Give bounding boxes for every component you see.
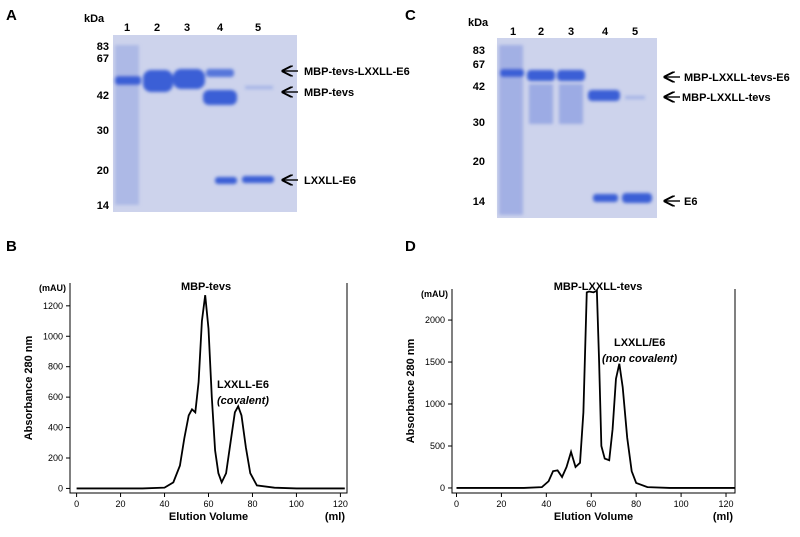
y-axis-unit: (mAU) bbox=[39, 283, 66, 293]
y-tick-label: 1000 bbox=[43, 331, 63, 341]
lane: 2 bbox=[538, 26, 544, 38]
unit: kDa bbox=[84, 13, 105, 25]
bands bbox=[115, 45, 274, 205]
marker: 83 bbox=[473, 45, 485, 57]
y-axis-label: Absorbance 280 nm bbox=[23, 336, 35, 441]
x-axis-unit: (ml) bbox=[325, 511, 346, 523]
panel-label: A bbox=[6, 7, 17, 24]
x-axis-label: Elution Volume bbox=[554, 511, 633, 523]
lane: 3 bbox=[184, 22, 190, 34]
marker: 83 bbox=[97, 41, 109, 53]
trace bbox=[76, 295, 345, 490]
unit: kDa bbox=[468, 17, 489, 29]
gel bbox=[497, 38, 657, 218]
marker: 20 bbox=[473, 156, 485, 168]
x-tick-label: 20 bbox=[116, 499, 126, 509]
x-tick-label: 100 bbox=[674, 499, 689, 509]
gel-a: A kDa 83 67 42 30 20 14 1 2 3 4 5 MBP-te… bbox=[6, 7, 410, 212]
lane: 1 bbox=[510, 26, 516, 38]
y-tick-label: 1000 bbox=[425, 399, 445, 409]
chart: B 0 200 400 600 800 1000 1200 0 20 40 60 80 100 120 Elu… bbox=[6, 238, 348, 523]
x-tick-label: 120 bbox=[719, 499, 734, 509]
x-tick-label: 40 bbox=[541, 499, 551, 509]
axis-frame bbox=[69, 283, 348, 494]
y-tick-label: 1200 bbox=[43, 301, 63, 311]
band-label: MBP-tevs-LXXLL-E6 bbox=[304, 66, 410, 78]
marker: 67 bbox=[473, 59, 485, 71]
lane: 5 bbox=[632, 26, 638, 38]
gel bbox=[113, 35, 297, 212]
x-tick-label: 80 bbox=[247, 499, 257, 509]
axis-frame bbox=[451, 289, 736, 494]
x-axis-unit: (ml) bbox=[713, 511, 734, 523]
lane: 4 bbox=[217, 22, 224, 34]
marker: 30 bbox=[473, 117, 485, 129]
y-axis-unit: (mAU) bbox=[421, 289, 448, 299]
x-tick-label: 60 bbox=[586, 499, 596, 509]
annotation: (non covalent) bbox=[602, 353, 678, 365]
panel-label: D bbox=[405, 238, 416, 255]
annotation: (covalent) bbox=[217, 395, 269, 407]
y-tick-label: 800 bbox=[48, 362, 63, 372]
marker: 67 bbox=[97, 53, 109, 65]
lane: 1 bbox=[124, 22, 130, 34]
x-tick-label: 60 bbox=[203, 499, 213, 509]
bands bbox=[499, 45, 652, 215]
marker: 14 bbox=[473, 196, 486, 208]
y-axis-label: Absorbance 280 nm bbox=[405, 339, 417, 444]
band-label: LXXLL-E6 bbox=[304, 175, 356, 187]
x-tick-label: 0 bbox=[454, 499, 459, 509]
band-label: E6 bbox=[684, 196, 697, 208]
panel-label: C bbox=[405, 7, 416, 24]
y-tick-label: 1500 bbox=[425, 357, 445, 367]
marker: 42 bbox=[473, 81, 485, 93]
annotation: MBP-tevs bbox=[181, 281, 231, 293]
y-tick-label: 500 bbox=[430, 441, 445, 451]
x-axis-label: Elution Volume bbox=[169, 511, 248, 523]
gel-c: C kDa 83 67 42 30 20 14 1 2 3 4 5 MBP-LX… bbox=[405, 7, 790, 218]
x-tick-label: 120 bbox=[333, 499, 348, 509]
annotation: LXXLL/E6 bbox=[614, 337, 665, 349]
y-tick-label: 2000 bbox=[425, 315, 445, 325]
marker: 20 bbox=[97, 165, 109, 177]
y-tick-label: 600 bbox=[48, 392, 63, 402]
y-tick-label: 0 bbox=[440, 483, 445, 493]
panel-label: B bbox=[6, 238, 17, 255]
annotation: MBP-LXXLL-tevs bbox=[554, 281, 643, 293]
marker: 42 bbox=[97, 90, 109, 102]
marker: 14 bbox=[97, 200, 110, 212]
band-label: MBP-LXXLL-tevs-E6 bbox=[684, 72, 790, 84]
lane: 2 bbox=[154, 22, 160, 34]
lane: 5 bbox=[255, 22, 261, 34]
band-label: MBP-LXXLL-tevs bbox=[682, 92, 771, 104]
lane: 4 bbox=[602, 26, 609, 38]
y-tick-label: 0 bbox=[58, 483, 63, 493]
x-tick-label: 100 bbox=[289, 499, 304, 509]
y-tick-label: 200 bbox=[48, 453, 63, 463]
x-tick-label: 80 bbox=[631, 499, 641, 509]
x-tick-label: 20 bbox=[496, 499, 506, 509]
band-label: MBP-tevs bbox=[304, 87, 354, 99]
marker: 30 bbox=[97, 125, 109, 137]
chart: D 0 500 1000 1500 2000 0 20 40 60 80 100 120 Elution … bbox=[405, 238, 736, 523]
y-tick-label: 400 bbox=[48, 423, 63, 433]
x-tick-label: 40 bbox=[160, 499, 170, 509]
lane: 3 bbox=[568, 26, 574, 38]
trace bbox=[456, 289, 735, 489]
x-tick-label: 0 bbox=[74, 499, 79, 509]
annotation: LXXLL-E6 bbox=[217, 379, 269, 391]
